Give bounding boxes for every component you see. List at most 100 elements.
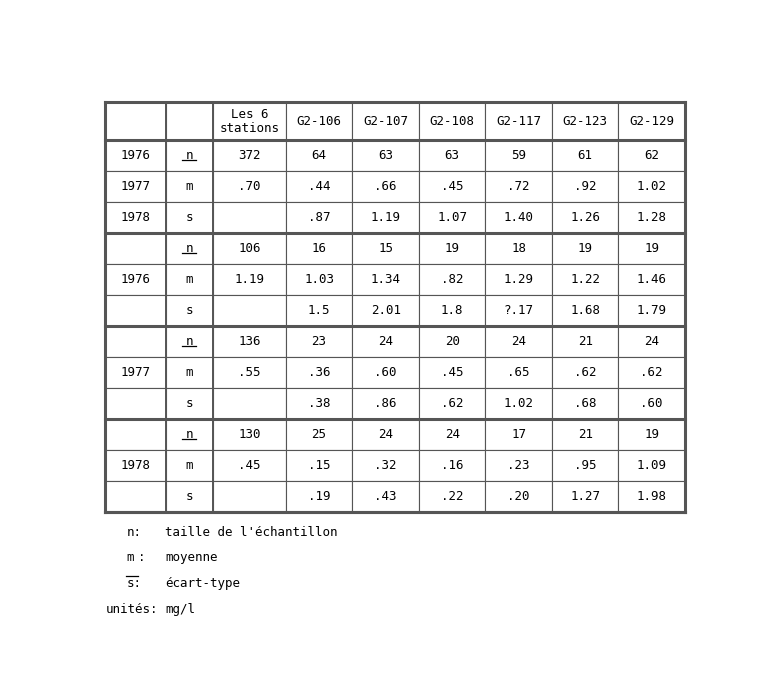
Text: 19: 19: [645, 428, 659, 441]
Bar: [618, 482, 685, 512]
Bar: [166, 482, 213, 512]
Text: .60: .60: [641, 398, 663, 410]
Bar: [618, 171, 685, 203]
Text: .32: .32: [375, 459, 397, 473]
Text: 21: 21: [577, 428, 593, 441]
Bar: [106, 296, 166, 326]
Bar: [618, 296, 685, 326]
Bar: [166, 140, 213, 171]
Bar: [286, 264, 352, 296]
Bar: [106, 326, 166, 357]
Text: .87: .87: [308, 212, 331, 224]
Text: 372: 372: [238, 149, 261, 162]
Bar: [286, 389, 352, 419]
Bar: [213, 482, 286, 512]
Bar: [419, 171, 486, 203]
Text: m: m: [126, 552, 133, 564]
Bar: [286, 203, 352, 233]
Text: 19: 19: [577, 242, 593, 255]
Text: 17: 17: [511, 428, 526, 441]
Text: .45: .45: [441, 366, 463, 380]
Text: 20: 20: [445, 335, 460, 348]
Bar: [352, 233, 419, 264]
Bar: [352, 102, 419, 140]
Bar: [486, 296, 552, 326]
Text: 130: 130: [238, 428, 261, 441]
Text: 1.02: 1.02: [503, 398, 534, 410]
Text: moyenne: moyenne: [165, 552, 217, 564]
Text: .43: .43: [375, 491, 397, 503]
Text: s: s: [186, 305, 193, 317]
Bar: [286, 326, 352, 357]
Bar: [166, 296, 213, 326]
Bar: [352, 171, 419, 203]
Text: taille de l'échantillon: taille de l'échantillon: [165, 526, 338, 539]
Text: 19: 19: [445, 242, 460, 255]
Bar: [106, 419, 166, 450]
Bar: [352, 357, 419, 389]
Bar: [286, 233, 352, 264]
Text: 16: 16: [311, 242, 327, 255]
Bar: [352, 450, 419, 482]
Text: 62: 62: [645, 149, 659, 162]
Text: s: s: [186, 212, 193, 224]
Bar: [419, 419, 486, 450]
Text: G2-129: G2-129: [629, 115, 674, 128]
Bar: [352, 389, 419, 419]
Bar: [419, 264, 486, 296]
Text: .62: .62: [574, 366, 597, 380]
Bar: [552, 482, 618, 512]
Bar: [213, 140, 286, 171]
Bar: [106, 102, 166, 140]
Text: .16: .16: [441, 459, 463, 473]
Bar: [106, 357, 166, 389]
Bar: [213, 233, 286, 264]
Text: :: :: [138, 552, 146, 564]
Bar: [286, 450, 352, 482]
Text: 1978: 1978: [120, 212, 150, 224]
Bar: [286, 419, 352, 450]
Bar: [486, 482, 552, 512]
Bar: [419, 203, 486, 233]
Text: .45: .45: [441, 180, 463, 194]
Bar: [352, 264, 419, 296]
Bar: [106, 450, 166, 482]
Bar: [213, 264, 286, 296]
Bar: [352, 482, 419, 512]
Text: 18: 18: [511, 242, 526, 255]
Text: 1.68: 1.68: [571, 305, 600, 317]
Bar: [552, 357, 618, 389]
Text: .20: .20: [507, 491, 530, 503]
Bar: [166, 419, 213, 450]
Text: 1.8: 1.8: [441, 305, 463, 317]
Bar: [618, 450, 685, 482]
Bar: [552, 450, 618, 482]
Text: 25: 25: [311, 428, 327, 441]
Text: 1.28: 1.28: [637, 212, 667, 224]
Text: G2-117: G2-117: [497, 115, 541, 128]
Text: 1.19: 1.19: [371, 212, 401, 224]
Text: 1977: 1977: [120, 180, 150, 194]
Bar: [552, 203, 618, 233]
Text: 61: 61: [577, 149, 593, 162]
Text: 1.02: 1.02: [637, 180, 667, 194]
Text: .72: .72: [507, 180, 530, 194]
Text: 63: 63: [378, 149, 393, 162]
Text: .44: .44: [308, 180, 331, 194]
Text: m: m: [186, 459, 193, 473]
Text: 1.34: 1.34: [371, 273, 401, 287]
Text: ?.17: ?.17: [503, 305, 534, 317]
Bar: [286, 296, 352, 326]
Bar: [166, 450, 213, 482]
Text: m: m: [186, 366, 193, 380]
Text: stations: stations: [220, 121, 279, 135]
Text: m: m: [186, 180, 193, 194]
Text: 24: 24: [378, 335, 393, 348]
Bar: [486, 171, 552, 203]
Text: G2-107: G2-107: [363, 115, 408, 128]
Bar: [213, 450, 286, 482]
Bar: [486, 203, 552, 233]
Bar: [552, 171, 618, 203]
Text: s: s: [186, 491, 193, 503]
Bar: [166, 357, 213, 389]
